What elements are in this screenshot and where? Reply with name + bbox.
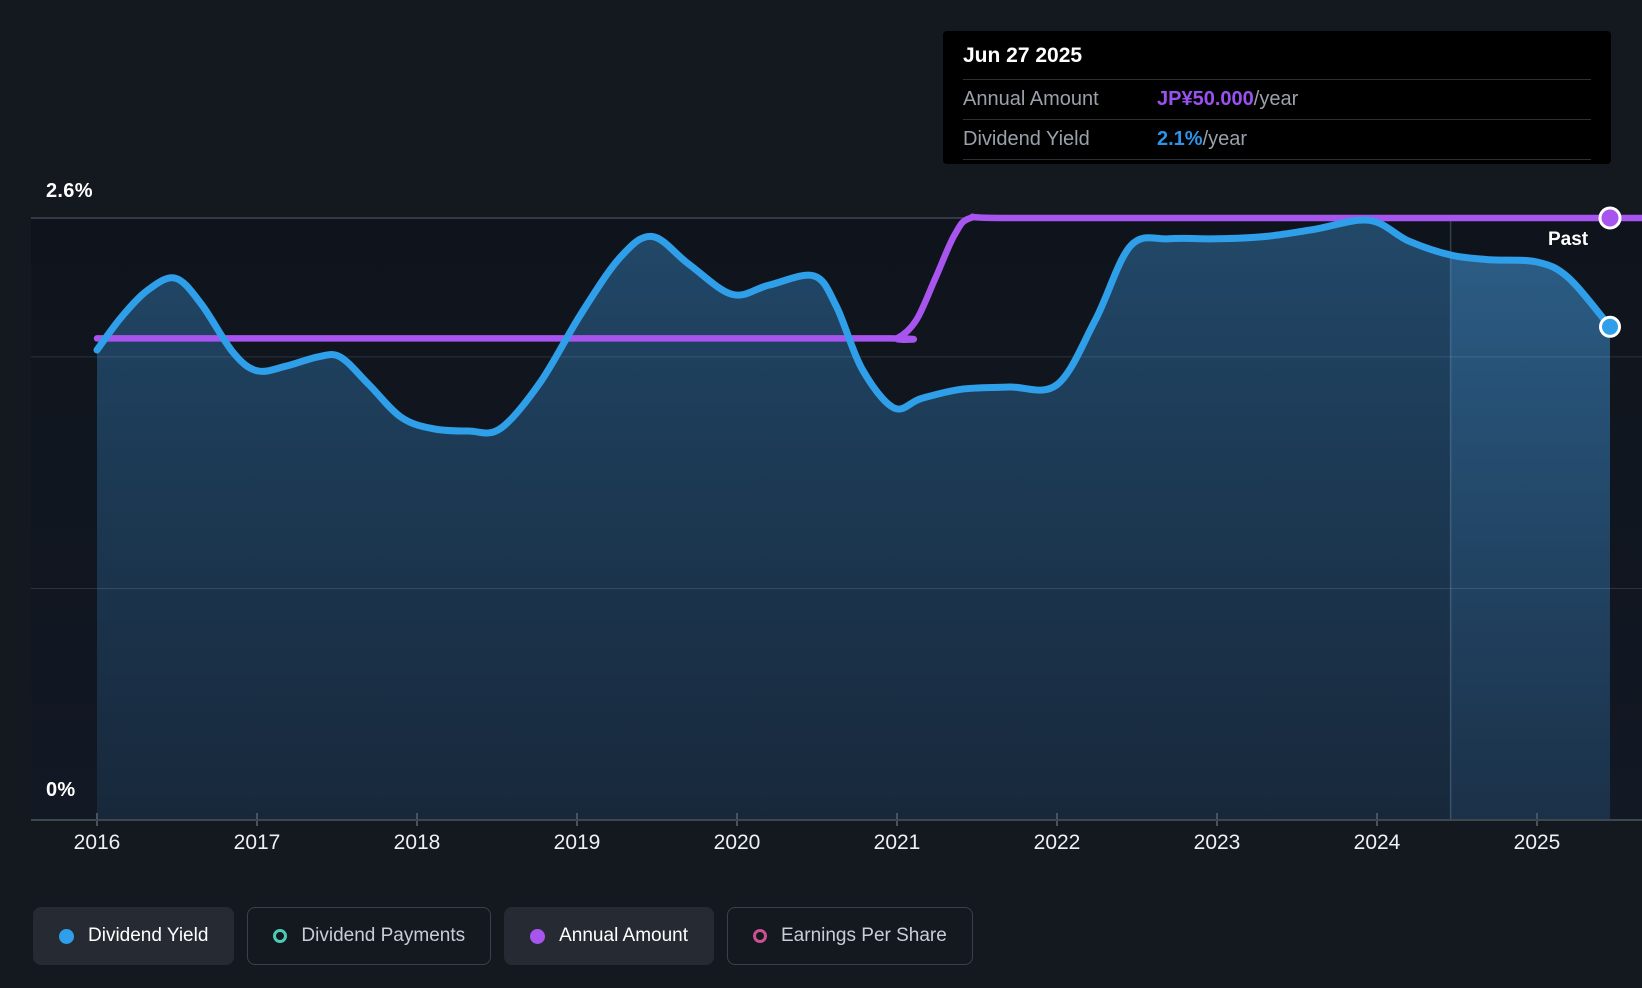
- recent-year-highlight-band: [1450, 220, 1610, 820]
- tooltip-value: 2.1%: [1157, 128, 1203, 150]
- x-axis-label-2021: 2021: [873, 831, 921, 854]
- x-axis-label-2024: 2024: [1353, 831, 1401, 854]
- x-axis-label-2022: 2022: [1033, 831, 1081, 854]
- x-axis-label-2020: 2020: [713, 831, 761, 854]
- legend-label: Annual Amount: [559, 925, 688, 946]
- x-axis-label-2023: 2023: [1193, 831, 1241, 854]
- tooltip-value: JP¥50.000: [1157, 88, 1254, 110]
- chart-tooltip: Jun 27 2025 Annual Amount JP¥50.000 /yea…: [943, 31, 1611, 164]
- tooltip-value-suffix: /year: [1253, 88, 1299, 110]
- annual-amount-dot-icon: [530, 928, 546, 944]
- annual-amount-endpoint-marker: [1598, 206, 1622, 230]
- dividend-yield-dot-icon: [59, 928, 74, 944]
- legend-label: Dividend Payments: [301, 925, 466, 946]
- yield-area-fill: [97, 220, 1610, 821]
- x-axis-label-2018: 2018: [393, 831, 441, 854]
- tooltip-value-suffix: /year: [1202, 128, 1248, 150]
- tooltip-row-dividend-yield: Dividend Yield 2.1% /year: [963, 119, 1591, 160]
- dividend-yield-endpoint-marker: [1599, 315, 1621, 338]
- earnings-per-share-ring-icon: [753, 929, 767, 943]
- dividend-payments-ring-icon: [273, 929, 288, 943]
- tooltip-label: Dividend Yield: [963, 128, 1090, 150]
- y-axis-label-top: 2.6%: [46, 180, 93, 202]
- tooltip-row-annual-amount: Annual Amount JP¥50.000 /year: [963, 79, 1591, 119]
- annual-amount-line: [93, 213, 1642, 343]
- dividend-yield-line: [93, 216, 1614, 437]
- past-annotation-label: Past: [1548, 229, 1589, 250]
- tooltip-label: Annual Amount: [963, 88, 1099, 110]
- legend-button-dividend-yield[interactable]: Dividend Yield: [33, 907, 235, 965]
- tooltip-date: Jun 27 2025: [963, 44, 1083, 67]
- x-axis-label-2017: 2017: [233, 831, 281, 854]
- legend-button-dividend-payments[interactable]: Dividend Payments: [247, 907, 492, 965]
- legend-label: Dividend Yield: [88, 925, 209, 946]
- x-axis-label-2025: 2025: [1513, 831, 1561, 854]
- x-axis-label-2016: 2016: [73, 831, 121, 854]
- legend-button-annual-amount[interactable]: Annual Amount: [504, 907, 714, 965]
- legend-label: Earnings Per Share: [781, 925, 947, 946]
- y-axis-label-bottom: 0%: [46, 779, 76, 801]
- x-axis-label-2019: 2019: [553, 831, 601, 854]
- chart-legend: Dividend Yield Dividend Payments Annual …: [33, 907, 973, 965]
- legend-button-earnings-per-share[interactable]: Earnings Per Share: [727, 907, 973, 965]
